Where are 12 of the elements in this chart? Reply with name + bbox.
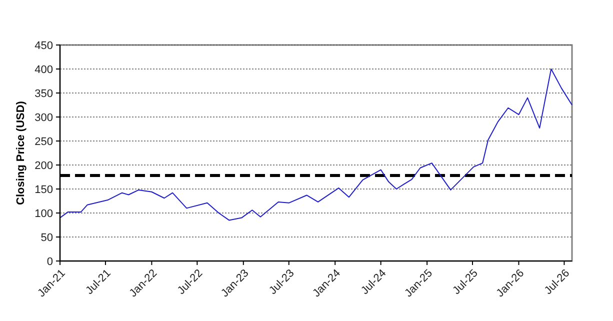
y-tick-label: 300 (34, 112, 53, 124)
y-tick-label: 400 (34, 64, 53, 76)
y-tick-label: 250 (34, 136, 53, 148)
y-tick-label: 200 (34, 160, 53, 172)
y-tick-label: 450 (34, 40, 53, 52)
y-tick-label: 0 (46, 256, 53, 268)
y-tick-label: 350 (34, 88, 53, 100)
y-tick-label: 150 (34, 184, 53, 196)
y-tick-label: 50 (40, 232, 53, 244)
line-series (60, 68, 572, 221)
y-axis-title: Closing Price (USD) (15, 100, 27, 205)
y-tick-label: 100 (34, 208, 53, 220)
